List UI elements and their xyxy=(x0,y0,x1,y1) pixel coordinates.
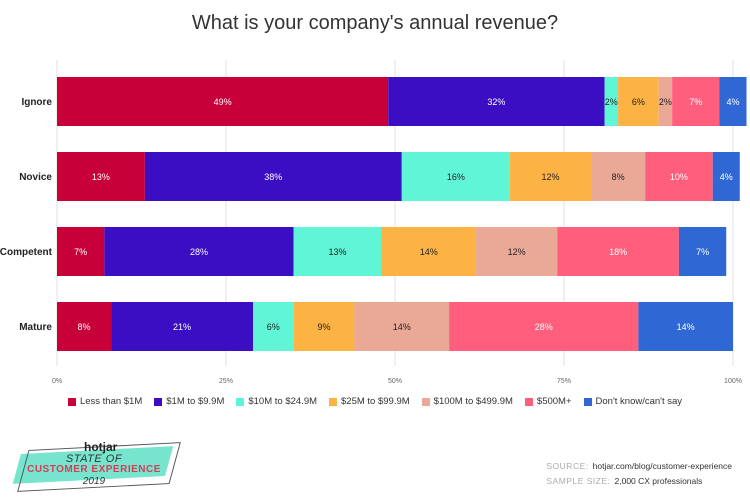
bar-segment xyxy=(401,152,510,201)
x-tick-label: 75% xyxy=(557,378,571,385)
sample-size-value: 2,000 CX professionals xyxy=(614,476,703,486)
bar-segment xyxy=(104,227,294,276)
data-label: 9% xyxy=(318,322,331,332)
bar-segment xyxy=(57,77,389,126)
sample-size-label: SAMPLE SIZE: xyxy=(546,476,611,486)
chart-title: What is your company's annual revenue? xyxy=(191,12,559,34)
data-label: 21% xyxy=(173,322,191,332)
data-label: 4% xyxy=(726,97,739,107)
legend-item: Don't know/can't say xyxy=(583,396,683,407)
data-label: 49% xyxy=(214,97,232,107)
data-label: 12% xyxy=(508,247,526,257)
legend-swatch xyxy=(329,397,338,406)
bar-segment xyxy=(645,152,713,201)
bar-segment xyxy=(388,77,605,126)
bar-segment xyxy=(712,152,740,201)
legend-label: $25M to $99.9M xyxy=(341,396,410,407)
bar-segment xyxy=(604,77,619,126)
category-label: Ignore xyxy=(21,97,52,108)
data-label: 12% xyxy=(541,172,559,182)
bar-segment xyxy=(449,302,639,351)
data-label: 16% xyxy=(447,172,465,182)
data-label: 6% xyxy=(267,322,280,332)
data-label: 14% xyxy=(420,247,438,257)
x-tick-label: 50% xyxy=(388,378,402,385)
legend-swatch xyxy=(524,397,533,406)
data-label: 2% xyxy=(659,97,672,107)
logo-brand: hotjar xyxy=(84,440,118,454)
legend-item: $1M to $9.9M xyxy=(154,396,224,407)
bar-segment xyxy=(253,302,294,351)
data-label: 14% xyxy=(393,322,411,332)
data-label: 14% xyxy=(677,322,695,332)
legend-item: $25M to $99.9M xyxy=(329,396,410,407)
legend-label: $500M+ xyxy=(536,396,572,407)
data-label: 6% xyxy=(632,97,645,107)
legend-item: $10M to $24.9M xyxy=(236,396,317,407)
bar-segment xyxy=(678,227,727,276)
x-tick-label: 25% xyxy=(219,378,233,385)
source-note: SOURCE: hotjar.com/blog/customer-experien… xyxy=(546,459,732,489)
legend-label: Don't know/can't say xyxy=(595,396,683,407)
category-label: Competent xyxy=(0,247,53,258)
bar-segment xyxy=(658,77,673,126)
data-label: 2% xyxy=(605,97,618,107)
bar-segment xyxy=(381,227,477,276)
x-tick-label: 100% xyxy=(724,378,742,385)
bar-segment xyxy=(476,227,558,276)
legend-item: $100M to $499.9M xyxy=(421,396,513,407)
bar-segment xyxy=(509,152,592,201)
legend: Less than $1M $1M to $9.9M $10M to $24.9M $… xyxy=(0,396,750,407)
legend-swatch xyxy=(236,397,245,406)
legend-swatch xyxy=(583,397,592,406)
data-label: 8% xyxy=(78,322,91,332)
data-label: 7% xyxy=(74,247,87,257)
legend-label: $100M to $499.9M xyxy=(433,396,513,407)
legend-swatch xyxy=(67,397,76,406)
legend-item: Less than $1M xyxy=(67,396,143,407)
bar-segment xyxy=(144,152,402,201)
data-label: 8% xyxy=(612,172,625,182)
bar-segment xyxy=(672,77,720,126)
bar-segment xyxy=(293,227,382,276)
x-tick-label: 0% xyxy=(52,378,62,385)
logo-line-3: 2019 xyxy=(82,476,106,487)
bar-segment xyxy=(638,302,733,351)
bar-segment xyxy=(591,152,646,201)
legend-label: $10M to $24.9M xyxy=(248,396,318,407)
legend-item: $500M+ xyxy=(524,396,572,407)
source-value: hotjar.com/blog/customer-experience xyxy=(592,461,732,471)
legend-swatch xyxy=(154,397,163,406)
bar-segment xyxy=(354,302,450,351)
data-label: 10% xyxy=(670,172,688,182)
bar-segment xyxy=(57,227,105,276)
bar-segment xyxy=(618,77,659,126)
category-label: Mature xyxy=(19,322,52,333)
legend-label: Less than $1M xyxy=(79,396,143,407)
data-label: 28% xyxy=(535,322,553,332)
source-label: SOURCE: xyxy=(546,461,589,471)
legend-label: $1M to $9.9M xyxy=(166,396,225,407)
data-label: 38% xyxy=(264,172,282,182)
bar-segment xyxy=(111,302,254,351)
data-label: 28% xyxy=(190,247,208,257)
data-label: 4% xyxy=(720,172,733,182)
bar-segment xyxy=(57,302,112,351)
data-label: 7% xyxy=(689,97,702,107)
hotjar-logo: hotjar STATE OF CUSTOMER EXPERIENCE 2019 xyxy=(12,440,184,492)
bar-segment xyxy=(57,152,145,201)
logo-line-2: CUSTOMER EXPERIENCE xyxy=(27,464,161,475)
data-label: 13% xyxy=(92,172,110,182)
data-label: 18% xyxy=(609,247,627,257)
data-label: 13% xyxy=(329,247,347,257)
bar-segment xyxy=(557,227,679,276)
data-label: 32% xyxy=(487,97,505,107)
bar-segment xyxy=(719,77,747,126)
bar-segment xyxy=(293,302,355,351)
data-label: 7% xyxy=(696,247,709,257)
category-label: Novice xyxy=(19,172,52,183)
logo-line-1: STATE OF xyxy=(65,453,123,465)
stacked-bar-chart: 0% 25% 50% 75% 100% Ignore 49% 32% 2% 6% 2% 7% 4% Nov… xyxy=(0,60,747,385)
legend-swatch xyxy=(421,397,430,406)
